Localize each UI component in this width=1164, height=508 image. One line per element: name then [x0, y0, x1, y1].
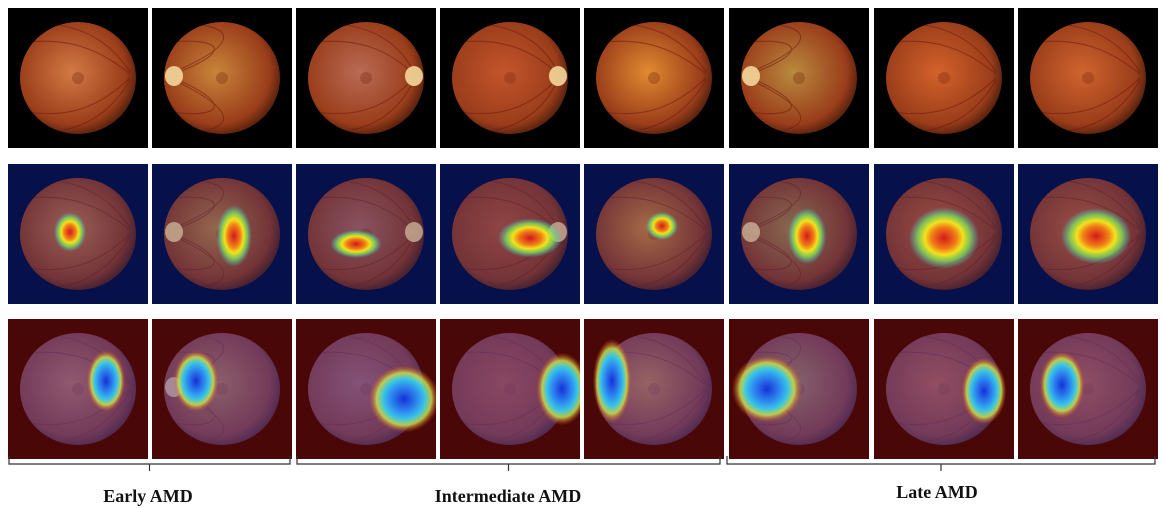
heatmap-overlay [1018, 164, 1158, 304]
inverse-heatmap [440, 319, 580, 459]
heatmap-overlay [874, 164, 1014, 304]
heatmap-overlay [296, 164, 436, 304]
inverse-heatmap [152, 319, 292, 459]
inverse-heatmap [1018, 319, 1158, 459]
heatmap-overlay [729, 164, 869, 304]
inverse-overlay [584, 319, 724, 459]
fundus-photo [584, 8, 724, 148]
fundus-photo [440, 8, 580, 148]
inverse-overlay [152, 319, 292, 459]
fundus-image [440, 8, 580, 148]
inverse-heatmap [296, 319, 436, 459]
inverse-overlay [1018, 319, 1158, 459]
heatmap-overlay [8, 164, 148, 304]
attention-heatmap [729, 164, 869, 304]
inverse-heatmap [584, 319, 724, 459]
heatmap-overlay [440, 164, 580, 304]
attention-heatmap [874, 164, 1014, 304]
fundus-image [8, 8, 148, 148]
heatmap-overlay [584, 164, 724, 304]
attention-heatmap [8, 164, 148, 304]
inverse-overlay [440, 319, 580, 459]
fundus-photo [296, 8, 436, 148]
attention-heatmap [152, 164, 292, 304]
attention-heatmap [296, 164, 436, 304]
group-bracket-intermediate [296, 456, 721, 472]
inverse-overlay [296, 319, 436, 459]
group-bracket-late [726, 456, 1156, 472]
fundus-photo [729, 8, 869, 148]
fundus-photo [8, 8, 148, 148]
attention-heatmap [440, 164, 580, 304]
group-label-intermediate: Intermediate AMD [434, 486, 582, 506]
fundus-image [1018, 8, 1158, 148]
fundus-image [296, 8, 436, 148]
fundus-image [729, 8, 869, 148]
inverse-heatmap [729, 319, 869, 459]
group-label-late: Late AMD [896, 482, 978, 502]
fundus-image [584, 8, 724, 148]
group-bracket-early [8, 456, 291, 472]
inverse-overlay [8, 319, 148, 459]
heatmap-overlay [152, 164, 292, 304]
inverse-heatmap [874, 319, 1014, 459]
fundus-image [874, 8, 1014, 148]
inverse-heatmap [8, 319, 148, 459]
fundus-photo [1018, 8, 1158, 148]
fundus-photo [874, 8, 1014, 148]
attention-heatmap [584, 164, 724, 304]
group-label-early: Early AMD [103, 486, 193, 506]
fundus-image [152, 8, 292, 148]
fundus-photo [152, 8, 292, 148]
attention-heatmap [1018, 164, 1158, 304]
inverse-overlay [729, 319, 869, 459]
inverse-overlay [874, 319, 1014, 459]
